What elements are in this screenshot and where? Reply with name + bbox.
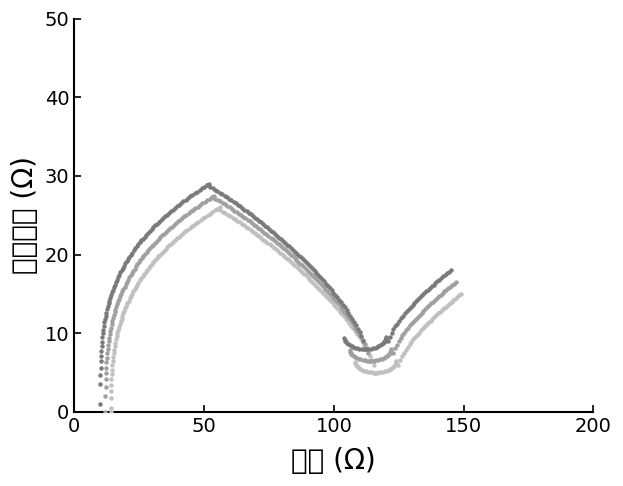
- Y-axis label: 反应阻抗 (Ω): 反应阻抗 (Ω): [11, 156, 39, 274]
- X-axis label: 电阵 (Ω): 电阵 (Ω): [292, 447, 376, 475]
